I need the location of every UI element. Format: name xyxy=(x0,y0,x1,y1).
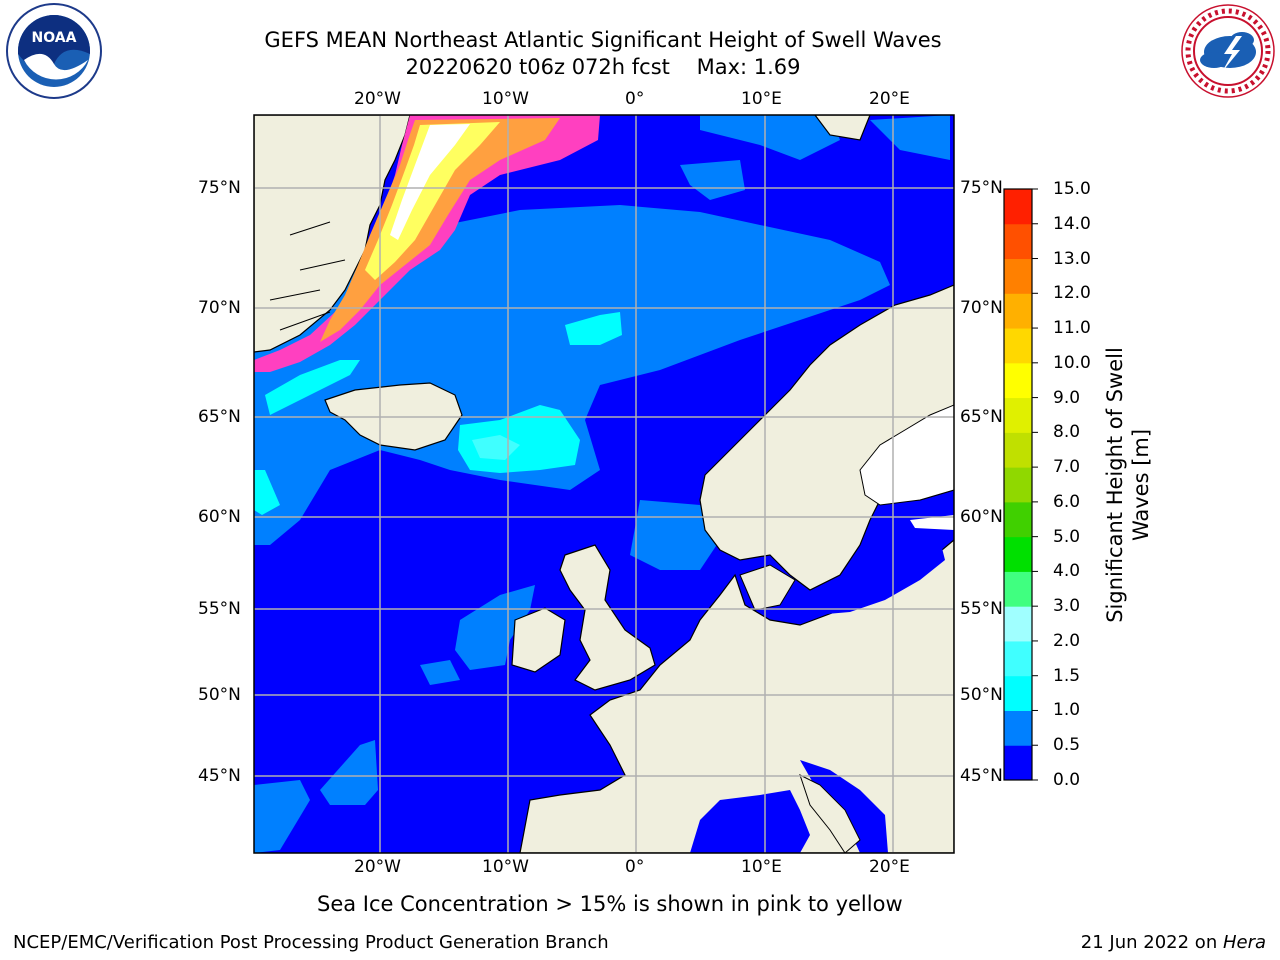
lon-tick-top-2: 0° xyxy=(625,89,645,109)
colorbar-segment xyxy=(1004,293,1032,329)
footer-date-text: 21 Jun 2022 on xyxy=(1080,932,1223,953)
colorbar-segment xyxy=(1004,397,1032,433)
graticule xyxy=(254,115,954,853)
nws-logo xyxy=(1181,4,1275,98)
sea-baltic xyxy=(800,540,945,615)
lat-tick-right-4: 55°N xyxy=(960,599,1003,619)
footer-credit: NCEP/EMC/Verification Post Processing Pr… xyxy=(13,932,609,953)
footer-date: 21 Jun 2022 on Hera xyxy=(1081,932,1266,954)
colorbar-tick-label: 0.0 xyxy=(1053,770,1081,790)
colorbar-segment xyxy=(1004,536,1032,572)
lat-tick-left-4: 55°N xyxy=(198,599,241,619)
colorbar-tick-label: 0.5 xyxy=(1053,735,1081,756)
colorbar-tick-label: 1.0 xyxy=(1053,700,1081,721)
lat-tick-left-5: 50°N xyxy=(198,685,241,705)
colorbar-segment xyxy=(1004,571,1032,607)
colorbar-tick-label: 11.0 xyxy=(1053,318,1091,339)
sea-adriatic-tyrrhenian xyxy=(800,760,888,853)
colorbar-tick-label: 15.0 xyxy=(1053,179,1091,199)
lat-tick-left-1: 70°N xyxy=(198,298,241,318)
lat-tick-left-6: 45°N xyxy=(198,766,241,786)
map-title: GEFS MEAN Northeast Atlantic Significant… xyxy=(264,28,942,52)
map-subtitle: 20220620 t06z 072h fcst Max: 1.69 xyxy=(405,55,801,79)
noaa-logo: NOAA xyxy=(6,3,102,99)
colorbar-tick-label: 4.0 xyxy=(1053,561,1081,582)
colorbar-tick-label: 6.0 xyxy=(1053,491,1081,512)
colorbar-segment xyxy=(1004,501,1032,538)
colorbar-tick-label: 9.0 xyxy=(1053,387,1081,408)
footer-host: Hera xyxy=(1222,932,1266,953)
lon-tick-top-3: 10°E xyxy=(741,89,782,109)
colorbar xyxy=(1004,188,1038,781)
land-svalbard xyxy=(814,115,871,141)
colorbar-tick-label: 3.0 xyxy=(1053,596,1081,617)
lat-tick-right-5: 50°N xyxy=(960,685,1003,705)
sea-mediterranean-west xyxy=(690,790,810,853)
land-italy xyxy=(799,774,861,853)
lat-tick-right-2: 65°N xyxy=(960,407,1003,427)
lat-tick-left-2: 65°N xyxy=(198,407,241,427)
lon-tick-top-4: 20°E xyxy=(869,89,910,109)
land-scandinavia xyxy=(699,284,954,591)
colorbar-tick-label: 7.0 xyxy=(1053,457,1081,478)
map-frame xyxy=(253,114,955,854)
lon-tick-bottom-3: 10°E xyxy=(741,857,782,877)
swell-band-0p5-1p0 xyxy=(254,115,950,853)
lon-tick-bottom-0: 20°W xyxy=(354,857,401,877)
lat-tick-left-0: 75°N xyxy=(198,178,241,198)
lat-tick-right-3: 60°N xyxy=(960,507,1003,527)
colorbar-tick-label: 10.0 xyxy=(1053,352,1091,373)
colorbar-segment xyxy=(1004,467,1032,503)
land-ireland xyxy=(511,607,566,673)
land-great-britain xyxy=(559,544,656,691)
colorbar-segment xyxy=(1004,745,1032,781)
lat-tick-right-1: 70°N xyxy=(960,298,1003,318)
colorbar-segment xyxy=(1004,710,1032,746)
colorbar-segment xyxy=(1004,223,1032,260)
colorbar-segment xyxy=(1004,606,1032,642)
colorbar-tick-label: 12.0 xyxy=(1053,283,1091,304)
colorbar-tick-label: 2.0 xyxy=(1053,630,1081,651)
lon-tick-bottom-4: 20°E xyxy=(869,857,910,877)
lat-tick-right-6: 45°N xyxy=(960,766,1003,786)
colorbar-segment xyxy=(1004,189,1032,225)
colorbar-tick-label: 8.0 xyxy=(1053,422,1081,443)
lon-tick-bottom-2: 0° xyxy=(625,857,645,877)
colorbar-segment xyxy=(1004,362,1032,399)
colorbar-segment xyxy=(1004,640,1032,677)
ice-finland-gulf xyxy=(910,515,954,530)
lat-tick-left-3: 60°N xyxy=(198,507,241,527)
svg-text:NOAA: NOAA xyxy=(32,30,77,46)
colorbar-label-line2: Waves [m] xyxy=(1129,428,1153,542)
colorbar-tick-label: 14.0 xyxy=(1053,213,1091,234)
sea-ice-caption: Sea Ice Concentration > 15% is shown in … xyxy=(317,892,903,916)
colorbar-tick-label: 5.0 xyxy=(1053,526,1081,547)
lon-tick-top-0: 20°W xyxy=(354,89,401,109)
colorbar-frame xyxy=(1003,188,1033,781)
colorbar-segment xyxy=(1004,432,1032,468)
colorbar-segment xyxy=(1004,258,1032,294)
colorbar-segment xyxy=(1004,675,1032,711)
colorbar-label-line1: Significant Height of Swell xyxy=(1103,347,1127,623)
colorbar-tick-label: 1.5 xyxy=(1053,665,1081,686)
lat-tick-right-0: 75°N xyxy=(960,178,1003,198)
colorbar-segment xyxy=(1004,328,1032,364)
lon-tick-bottom-1: 10°W xyxy=(482,857,529,877)
colorbar-tick-label: 13.0 xyxy=(1053,248,1091,269)
lon-tick-top-1: 10°W xyxy=(482,89,529,109)
